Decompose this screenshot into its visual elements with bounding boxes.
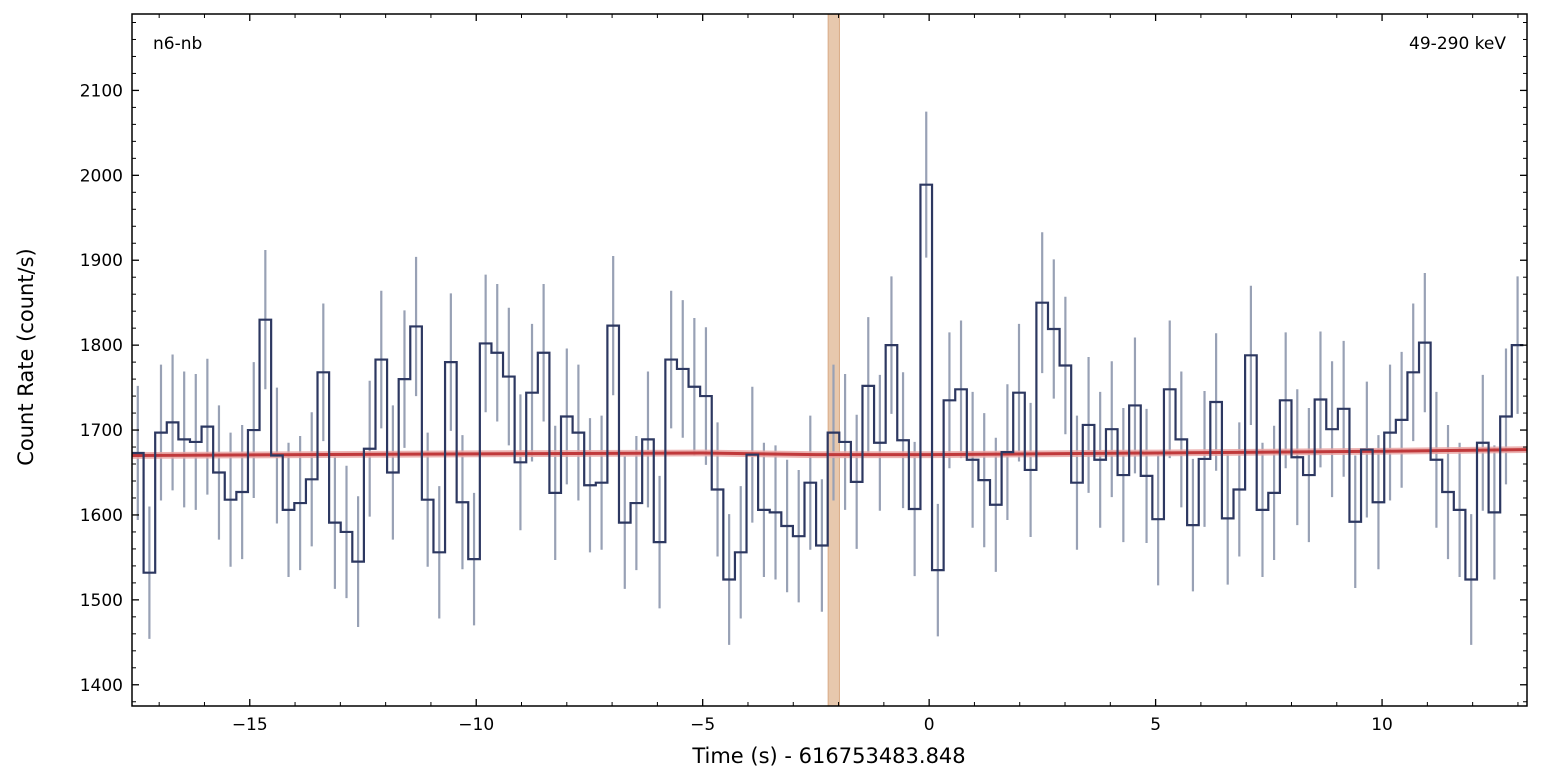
lightcurve-series <box>132 183 1524 581</box>
y-tick-label: 1800 <box>80 336 123 356</box>
x-tick-label: 0 <box>924 715 935 735</box>
x-tick-label: −15 <box>232 715 268 735</box>
lightcurve-step <box>132 183 1524 581</box>
y-tick-label: 2100 <box>80 81 123 101</box>
energy-range-label: 49-290 keV <box>1409 34 1506 54</box>
axis-ticks: −15 −10 −5 0 5 10 1400 1500 1600 1700 1800 1900 2000… <box>80 14 1527 735</box>
y-tick-label: 1400 <box>80 676 123 696</box>
x-tick-label: −5 <box>690 715 715 735</box>
y-tick-label: 2000 <box>80 166 123 186</box>
source-interval-band <box>827 13 840 707</box>
y-tick-label: 1600 <box>80 506 123 526</box>
x-tick-label: 10 <box>1371 715 1393 735</box>
y-axis-label: Count Rate (count/s) <box>14 248 38 466</box>
y-tick-label: 1500 <box>80 591 123 611</box>
detector-label: n6-nb <box>153 34 202 54</box>
source-interval-rect <box>827 13 840 707</box>
y-tick-label: 1700 <box>80 421 123 441</box>
y-tick-label: 1900 <box>80 251 123 271</box>
plot-frame <box>131 13 1528 707</box>
x-tick-label: 5 <box>1150 715 1161 735</box>
x-tick-label: −10 <box>458 715 494 735</box>
x-axis-label: Time (s) - 616753483.848 <box>691 744 965 768</box>
